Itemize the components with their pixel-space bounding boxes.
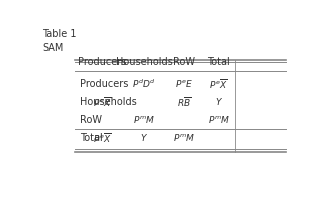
Text: $P^m M$: $P^m M$ [208, 114, 229, 125]
Text: Households: Households [80, 96, 136, 106]
Text: $P^e \overline{X}$: $P^e \overline{X}$ [209, 76, 228, 90]
Text: $P^d D^d$: $P^d D^d$ [132, 77, 156, 89]
Text: $P^e E$: $P^e E$ [175, 78, 193, 89]
Text: $R\overline{B}$: $R\overline{B}$ [177, 94, 191, 108]
Text: Households: Households [116, 56, 172, 66]
Text: $Y$: $Y$ [140, 132, 148, 142]
Text: RoW: RoW [80, 114, 102, 124]
Text: $Y$: $Y$ [214, 96, 223, 107]
Text: $P^m M$: $P^m M$ [133, 114, 155, 125]
Text: $P^e \overline{X}$: $P^e \overline{X}$ [93, 94, 111, 108]
Text: Total: Total [80, 132, 102, 142]
Text: Table 1: Table 1 [43, 29, 77, 39]
Text: SAM: SAM [43, 43, 64, 53]
Text: $P^e \overline{X}$: $P^e \overline{X}$ [93, 130, 111, 144]
Text: Producers: Producers [80, 78, 128, 88]
Text: Producers: Producers [78, 56, 126, 66]
Text: RoW: RoW [173, 56, 195, 66]
Text: $P^m M$: $P^m M$ [173, 132, 195, 142]
Text: Total: Total [207, 56, 230, 66]
